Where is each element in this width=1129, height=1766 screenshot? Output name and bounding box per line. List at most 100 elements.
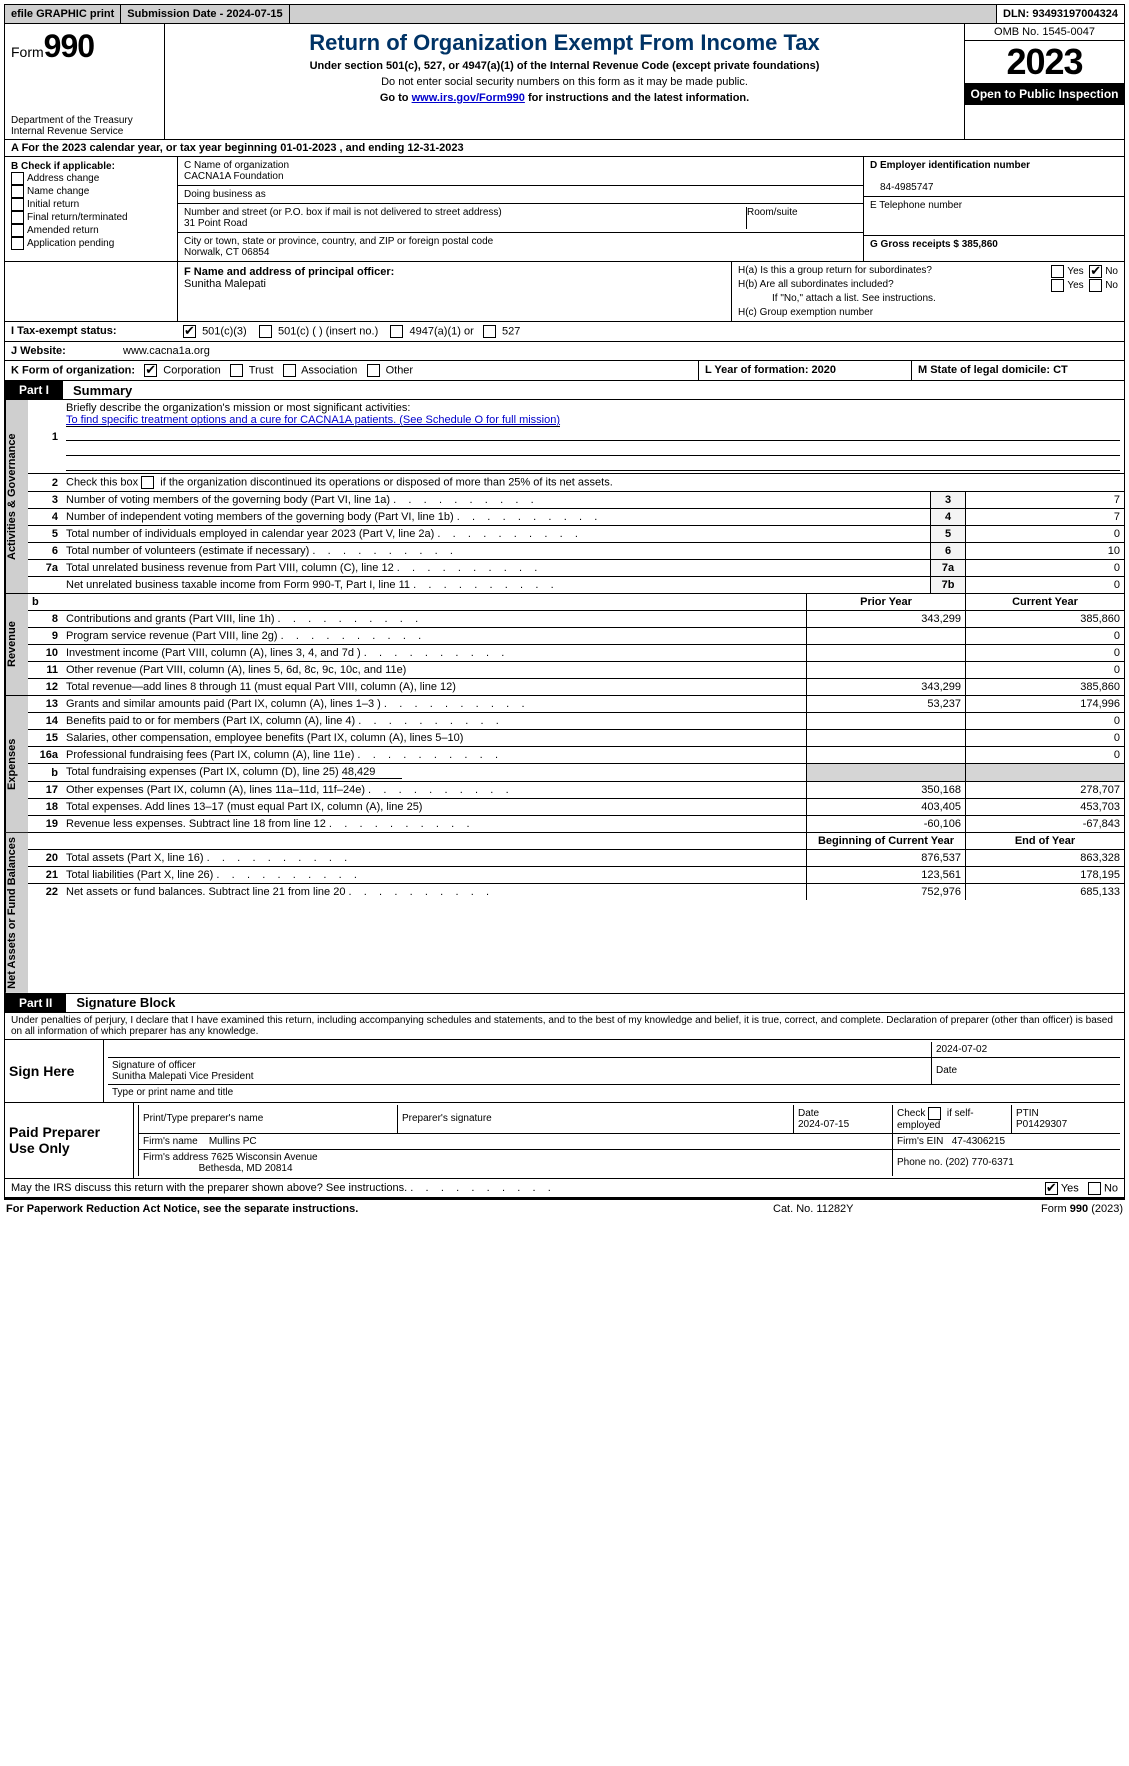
- line-14-text: Benefits paid to or for members (Part IX…: [66, 715, 355, 727]
- firm-ein: 47-4306215: [952, 1136, 1005, 1147]
- efile-label[interactable]: efile GRAPHIC print: [5, 5, 121, 23]
- line-3-text: Number of voting members of the governin…: [66, 494, 390, 506]
- firm-name: Mullins PC: [209, 1136, 257, 1147]
- sign-here-block: Sign Here 2024-07-02 Signature of office…: [4, 1040, 1125, 1103]
- part-ii-bar: Part II Signature Block: [4, 994, 1125, 1013]
- line-20-py: 876,537: [807, 850, 966, 867]
- vlabel-revenue: Revenue: [5, 594, 28, 695]
- line-21-cy: 178,195: [966, 867, 1125, 884]
- open-inspection: Open to Public Inspection: [965, 83, 1124, 105]
- cb-other[interactable]: [367, 364, 380, 377]
- col-b: B Check if applicable: Address change Na…: [5, 157, 178, 261]
- line-18-cy: 453,703: [966, 799, 1125, 816]
- telephone-label: E Telephone number: [870, 200, 962, 211]
- firm-addr-label: Firm's address: [143, 1152, 208, 1163]
- line-22-py: 752,976: [807, 884, 966, 901]
- ssn-warning: Do not enter social security numbers on …: [171, 76, 958, 88]
- cb-address-change[interactable]: [11, 172, 24, 185]
- cb-amended-return[interactable]: [11, 224, 24, 237]
- line-6-val: 10: [966, 543, 1125, 560]
- current-year-hdr: Current Year: [966, 594, 1125, 611]
- line-18-py: 403,405: [807, 799, 966, 816]
- officer-label: F Name and address of principal officer:: [184, 266, 394, 278]
- line-10-cy: 0: [966, 645, 1125, 662]
- mission-text[interactable]: To find specific treatment options and a…: [66, 414, 560, 427]
- cb-name-change[interactable]: [11, 185, 24, 198]
- line-3-val: 7: [966, 492, 1125, 509]
- cb-hb-no[interactable]: [1089, 279, 1102, 292]
- form-ref: Form 990 (2023): [973, 1203, 1123, 1215]
- cb-discuss-no[interactable]: [1088, 1182, 1101, 1195]
- h-note: If "No," attach a list. See instructions…: [772, 293, 1118, 304]
- line-13-cy: 174,996: [966, 696, 1125, 713]
- line-8-py: 343,299: [807, 611, 966, 628]
- line-5-text: Total number of individuals employed in …: [66, 528, 434, 540]
- line-9-cy: 0: [966, 628, 1125, 645]
- line-18-text: Total expenses. Add lines 13–17 (must eq…: [66, 801, 422, 813]
- part-ii-title: Signature Block: [66, 995, 175, 1010]
- website-label: J Website:: [5, 342, 117, 360]
- paid-preparer-block: Paid Preparer Use Only Print/Type prepar…: [4, 1103, 1125, 1179]
- vlabel-expenses: Expenses: [5, 696, 28, 832]
- cb-501c[interactable]: [259, 325, 272, 338]
- form-subtitle: Under section 501(c), 527, or 4947(a)(1)…: [171, 60, 958, 72]
- officer-name: Sunitha Malepati: [184, 278, 266, 290]
- line-16b-val: 48,429: [342, 766, 402, 779]
- prep-date: 2024-07-15: [798, 1119, 849, 1130]
- line-20-text: Total assets (Part X, line 16): [66, 852, 204, 864]
- line-7b-val: 0: [966, 577, 1125, 594]
- line-22-cy: 685,133: [966, 884, 1125, 901]
- paid-preparer-label: Paid Preparer Use Only: [5, 1103, 134, 1178]
- officer-h-block: F Name and address of principal officer:…: [4, 262, 1125, 322]
- line-12-cy: 385,860: [966, 679, 1125, 696]
- line-14-cy: 0: [966, 713, 1125, 730]
- cb-4947[interactable]: [390, 325, 403, 338]
- cb-ha-no[interactable]: [1089, 265, 1102, 278]
- cb-assoc[interactable]: [283, 364, 296, 377]
- line-20-cy: 863,328: [966, 850, 1125, 867]
- line-15-cy: 0: [966, 730, 1125, 747]
- formorg-label: K Form of organization:: [11, 364, 135, 376]
- cb-final-return[interactable]: [11, 211, 24, 224]
- cb-501c3[interactable]: [183, 325, 196, 338]
- line-15-text: Salaries, other compensation, employee b…: [66, 732, 463, 744]
- topbar-spacer: [290, 5, 997, 23]
- cb-hb-yes[interactable]: [1051, 279, 1064, 292]
- org-name: CACNA1A Foundation: [184, 171, 284, 182]
- bcy-hdr: Beginning of Current Year: [807, 833, 966, 850]
- mission-label: Briefly describe the organization's miss…: [66, 402, 410, 414]
- year-formation: L Year of formation: 2020: [705, 364, 836, 376]
- cb-corp[interactable]: [144, 364, 157, 377]
- ein-label: D Employer identification number: [870, 160, 1030, 171]
- cb-self-employed[interactable]: [928, 1107, 941, 1120]
- prep-name-hdr: Print/Type preparer's name: [139, 1105, 398, 1134]
- tax-status-label: I Tax-exempt status:: [5, 322, 177, 341]
- line-13-py: 53,237: [807, 696, 966, 713]
- line-4-text: Number of independent voting members of …: [66, 511, 454, 523]
- room-label: Room/suite: [747, 207, 798, 218]
- sign-here-label: Sign Here: [5, 1040, 104, 1102]
- cb-app-pending[interactable]: [11, 237, 24, 250]
- street-address: 31 Point Road: [184, 218, 247, 229]
- eoy-hdr: End of Year: [966, 833, 1125, 850]
- website-value: www.cacna1a.org: [123, 345, 210, 357]
- cb-initial-return[interactable]: [11, 198, 24, 211]
- pra-notice: For Paperwork Reduction Act Notice, see …: [6, 1203, 773, 1215]
- form990-link[interactable]: www.irs.gov/Form990: [412, 92, 525, 104]
- firm-phone-label: Phone no.: [897, 1157, 943, 1168]
- tax-exempt-row: I Tax-exempt status: 501(c)(3) 501(c) ( …: [4, 322, 1125, 342]
- cb-527[interactable]: [483, 325, 496, 338]
- cb-trust[interactable]: [230, 364, 243, 377]
- line-19-py: -60,106: [807, 816, 966, 833]
- department: Department of the Treasury Internal Reve…: [11, 115, 133, 137]
- cb-discuss-yes[interactable]: [1045, 1182, 1058, 1195]
- ptin-label: PTIN: [1016, 1108, 1039, 1119]
- cb-discontinued[interactable]: [141, 476, 154, 489]
- cat-no: Cat. No. 11282Y: [773, 1203, 973, 1215]
- tax-year: 2023: [965, 41, 1124, 83]
- revenue-block: Revenue bPrior YearCurrent Year 8Contrib…: [4, 594, 1125, 696]
- tax-period: A For the 2023 calendar year, or tax yea…: [4, 140, 1125, 157]
- cb-ha-yes[interactable]: [1051, 265, 1064, 278]
- form-number: Form990: [11, 28, 158, 65]
- prep-sig-hdr: Preparer's signature: [398, 1105, 794, 1134]
